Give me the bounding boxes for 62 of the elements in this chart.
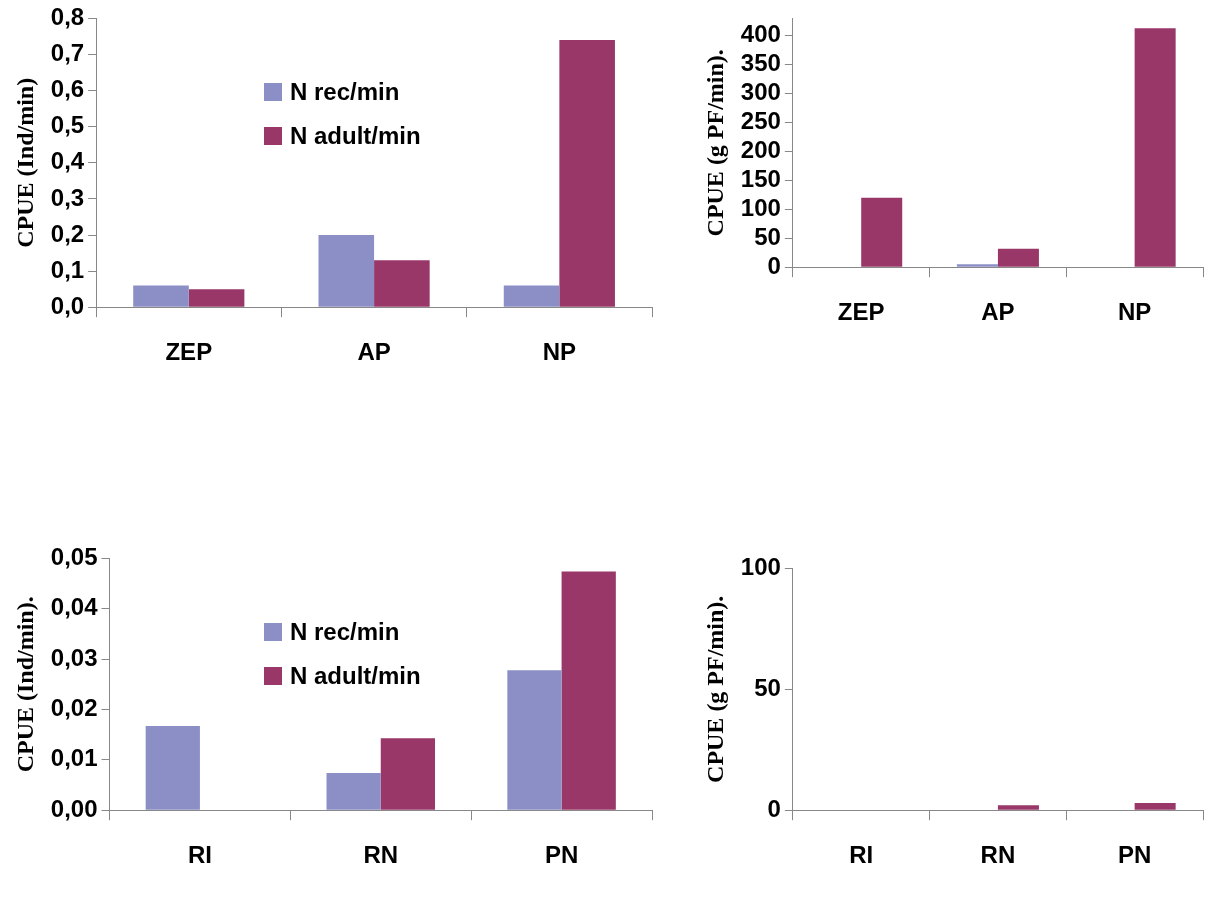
y-axis-title: CPUE (g PF/min). [701, 595, 728, 783]
y-tick-label: 350 [740, 49, 781, 77]
y-tick-label: 0,0 [50, 291, 85, 319]
bar [561, 571, 616, 810]
x-tick-label: NP [1117, 298, 1152, 326]
y-tick-label: 0 [767, 794, 781, 822]
legend-label: N adult/min [290, 121, 421, 151]
y-axis-title: CPUE (Ind/min). [11, 596, 38, 773]
y-tick-label: 0,2 [50, 219, 85, 247]
bar [503, 285, 560, 307]
y-tick-label: 0,5 [50, 111, 85, 139]
y-tick-label: 0,7 [50, 39, 85, 67]
x-tick-label: RI [849, 841, 874, 869]
y-tick-label: 300 [740, 78, 781, 106]
bar [861, 197, 903, 267]
x-tick-label: PN [544, 841, 579, 869]
legend-label: N adult/min [290, 661, 421, 691]
y-tick-label: 150 [740, 165, 781, 193]
bar [380, 738, 435, 810]
y-tick-label: 0,03 [50, 643, 98, 671]
bar [997, 248, 1039, 267]
bar [326, 772, 381, 810]
y-tick-label: 0,8 [50, 3, 85, 31]
bar [188, 289, 245, 307]
y-tick-label: 0,02 [50, 694, 98, 722]
x-tick-label: ZEP [837, 298, 885, 326]
bar [145, 726, 200, 810]
y-axis-title: CPUE (Ind/min) [11, 77, 38, 248]
x-tick-label: AP [357, 338, 391, 366]
y-tick-label: 0,01 [50, 744, 98, 772]
x-tick-label: RN [363, 841, 399, 869]
x-tick-label: NP [542, 338, 577, 366]
bar [507, 670, 562, 810]
y-tick-label: 100 [740, 553, 781, 581]
y-tick-label: 0,4 [50, 147, 85, 175]
x-tick-label: RI [187, 841, 212, 869]
y-tick-label: 0,05 [50, 543, 98, 571]
bar [1134, 28, 1176, 267]
y-tick-label: 0 [767, 251, 781, 279]
x-tick-label: PN [1117, 841, 1152, 869]
y-tick-label: 200 [740, 136, 781, 164]
x-tick-label: AP [981, 298, 1015, 326]
y-tick-label: 0,00 [50, 794, 98, 822]
y-tick-label: 0,6 [50, 75, 85, 103]
y-tick-label: 50 [754, 673, 781, 701]
y-tick-label: 0,04 [50, 593, 99, 621]
y-tick-label: 0,3 [50, 183, 85, 211]
y-tick-label: 0,1 [50, 255, 85, 283]
bar [318, 235, 375, 307]
bar [559, 40, 615, 307]
bar [374, 260, 430, 307]
x-tick-label: RN [980, 841, 1016, 869]
y-tick-label: 250 [740, 107, 781, 135]
bar [133, 285, 189, 307]
y-tick-label: 400 [740, 20, 781, 48]
legend-label: N rec/min [290, 77, 400, 107]
bar [956, 264, 998, 267]
x-tick-label: ZEP [165, 338, 213, 366]
y-axis-title: CPUE (g PF/min). [701, 49, 728, 237]
y-tick-label: 100 [740, 193, 781, 221]
legend-label: N rec/min [290, 617, 400, 647]
y-tick-label: 50 [754, 222, 781, 250]
